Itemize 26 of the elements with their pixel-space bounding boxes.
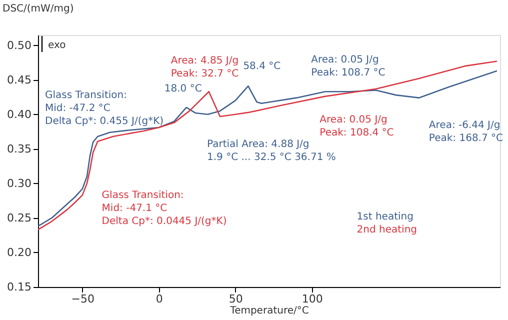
annotation: Area: 0.05 J/g Peak: 108.7 °C [311,54,386,79]
annotation: Area: -6.44 J/g Peak: 168.7 °C [428,120,504,144]
annotation: Area: 4.85 J/g Peak: 32.7 °C [170,56,239,80]
text: 1st heating [356,211,414,222]
x-tick-label: 100 [302,292,323,306]
x-tick-label: 50 [228,292,243,306]
x-axis-title: Temperature/°C [229,306,309,316]
annotation: Glass Transition: Mid: -47.1 °C Delta Cp*: 0.0445 J/(g*K) [102,190,227,227]
annotation: 18.0 °C [164,83,202,94]
text: 2nd heating [356,224,418,236]
x-tick-label: −50 [71,292,94,306]
annotation: exo [48,40,66,51]
y-tick-label: 0.35 [7,142,32,156]
annotation: Glass Transition: Mid: -47.2 °C Delta Cp*: 0.455 J/(g*K) [45,90,164,127]
y-tick-label: 0.50 [7,38,32,52]
y-tick-label: 0.45 [7,73,32,86]
y-tick-label: 0.20 [7,246,32,259]
y-tick-label: 0.30 [7,176,32,190]
annotation: 58.4 °C [243,61,281,72]
x-tick-label: 0 [156,292,163,306]
y-axis-title: DSC/(mW/mg) [2,4,74,14]
y-tick-label: 0.25 [7,211,32,224]
y-tick-label: 0.15 [7,280,32,294]
annotation: Partial Area: 4.88 J/g 1.9 °C ... 32.5 °C 36.71 % [207,139,336,163]
annotation: Area: 0.05 J/g Peak: 108.4 °C [320,114,394,138]
y-tick-label: 0.40 [7,108,32,121]
